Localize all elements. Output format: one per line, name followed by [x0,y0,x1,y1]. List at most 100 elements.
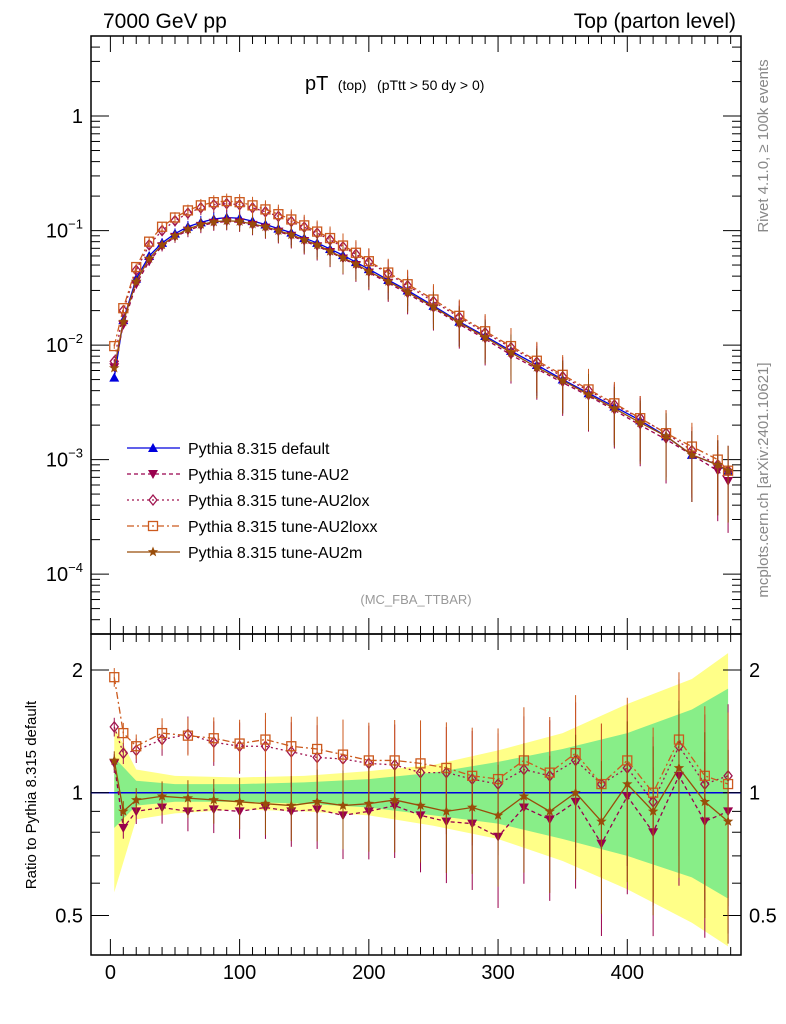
data-point [350,258,362,269]
legend-label: Pythia 8.315 tune-AU2lox [188,493,369,510]
ratio-point [467,802,478,812]
analysis-label: (MC_FBA_TTBAR) [360,592,471,607]
data-point [247,218,258,229]
x-tick-label: 100 [223,962,256,984]
data-point [170,214,180,227]
data-point [286,229,297,240]
header-left: 7000 GeV pp [103,10,227,33]
data-point [195,200,206,211]
data-point [286,214,297,225]
data-point [156,221,168,232]
rivet-label: Rivet 4.1.0, ≥ 100k events [755,59,772,232]
data-point [169,212,181,223]
ratio-point [492,809,504,820]
series-AU2 [109,214,734,533]
ratio-point [363,755,374,766]
series-line-default [113,216,729,472]
ratio-point [722,816,734,826]
ratio-plot-panel: 0.5 0.5 1 1 2 2 0 100 200 300 400 [55,633,777,984]
ratio-ylabel: Ratio to Pythia 8.315 default [23,700,40,889]
uncertainty-band-green [114,688,729,899]
x-tick-label: 0 [105,962,116,984]
ratio-point [286,741,297,752]
data-point [311,239,323,250]
plot-title: pT (top) (pTtt > 50 dy > 0) [305,73,484,95]
ratio-point [286,800,297,810]
ratio-point [544,805,555,816]
data-point [454,317,465,328]
plot-title-sub1: (top) [338,77,367,93]
data-point [479,331,491,342]
data-point [221,215,232,226]
legend: Pythia 8.315 default Pythia 8.315 tune-AU… [127,441,377,562]
main-plot-panel: 10−4 10−3 10−2 10−1 1 [46,35,742,635]
data-point [182,223,194,234]
ratio-point [389,794,400,805]
main-y-tick-label: 1 [72,106,83,128]
ratio-point [182,730,194,741]
data-point [583,389,594,399]
plot-title-sub2: (pTtt > 50 dy > 0) [377,77,484,93]
ratio-y-tick-label-left: 0.5 [55,905,83,927]
ratio-point [260,798,271,809]
data-point [109,372,120,382]
data-point [169,230,181,241]
ratio-point [208,733,219,744]
legend-label: Pythia 8.315 default [188,441,330,458]
ratio-point [622,778,633,789]
data-point [208,197,219,208]
ratio-point [182,792,194,803]
series-line-AU2m [113,220,729,472]
main-y-tick-label: 10−1 [46,217,83,243]
data-point [722,465,734,476]
data-point [221,195,232,207]
legend-marker [147,546,159,557]
series-AU2m [109,213,734,523]
ratio-point [156,727,168,739]
data-point [324,245,336,256]
ratio-point [109,720,120,733]
ratio-point [311,796,323,807]
series-line-AU2 [113,220,729,482]
plot-title-main: pT [305,73,328,95]
header-right: Top (parton level) [574,10,736,33]
ratio-point [363,798,375,809]
x-tick-label: 400 [611,962,644,984]
ratio-y-tick-label-left: 2 [72,660,83,682]
data-point [273,225,284,235]
data-point [196,201,206,214]
ratio-series-AU2m [109,700,734,944]
data-point [131,264,142,277]
ratio-y-tick-label-right: 0.5 [749,905,777,927]
legend-label: Pythia 8.315 tune-AU2m [188,545,362,562]
data-point [183,207,193,220]
ratio-point [131,741,142,752]
data-point [557,375,568,385]
legend-entry-AU2: Pythia 8.315 tune-AU2 [127,467,349,484]
ratio-point [311,743,323,755]
ratio-point [118,747,129,760]
ratio-line-AU2m [113,760,729,823]
data-point [531,361,543,372]
ratio-point [109,672,120,683]
data-point [299,234,310,245]
series-line-AU2loxx [113,200,729,472]
ratio-point [699,796,710,807]
data-point [234,197,245,208]
series-line-AU2lox [113,202,729,472]
ratio-point [234,738,245,749]
data-point [247,200,258,211]
data-point [428,301,439,312]
data-point [109,362,120,373]
data-point [182,205,194,216]
data-point [234,216,245,226]
ratio-point [118,823,129,833]
ratio-point [131,794,142,805]
data-point [260,221,271,232]
data-point [660,430,672,441]
legend-entry-AU2lox: Pythia 8.315 tune-AU2lox [127,493,369,510]
legend-marker [148,443,158,452]
data-point [144,236,155,247]
data-point [118,320,129,330]
ratio-point [673,762,685,773]
